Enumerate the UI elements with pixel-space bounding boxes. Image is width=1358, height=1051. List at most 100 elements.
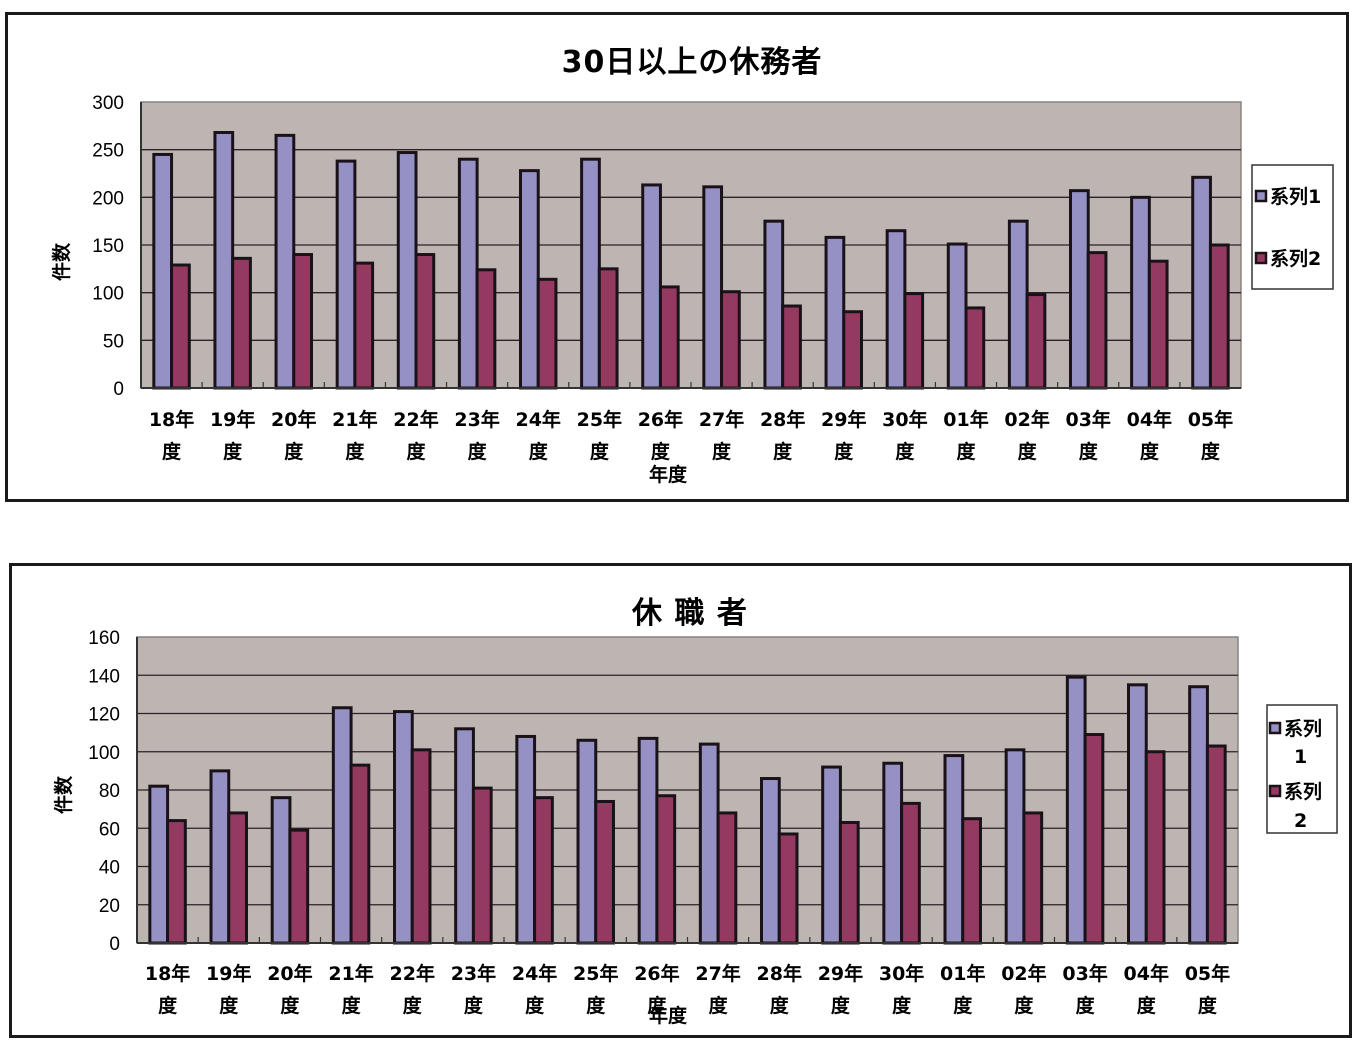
y-axis-label: 件数 (50, 242, 73, 281)
legend: 系列1 系列2 (1251, 164, 1334, 290)
bar-series2 (655, 794, 677, 945)
y-tick-label: 0 (113, 379, 124, 400)
legend-label-series1: 系列 (1284, 718, 1322, 740)
bar-series2 (777, 832, 799, 945)
bar-series2 (166, 819, 187, 945)
x-tick-label: 05年 (1185, 962, 1230, 985)
bar-series1 (946, 242, 968, 390)
bar-series1 (209, 769, 231, 945)
x-tick-label-suffix: 度 (1076, 994, 1096, 1017)
bar-series1 (824, 235, 846, 390)
bar-series2 (1083, 733, 1105, 945)
x-tick-label-suffix: 度 (1201, 440, 1221, 463)
bar-series1 (1065, 675, 1087, 945)
x-tick-label: 26年 (638, 408, 683, 431)
x-tick-label-suffix: 度 (1018, 440, 1038, 463)
x-axis-label: 年度 (649, 1004, 688, 1027)
legend-label-series2: 系列2 (1270, 248, 1321, 270)
bar-series1 (1191, 175, 1212, 390)
bar-series1 (1188, 685, 1209, 945)
bar-series1 (213, 131, 235, 390)
x-tick-label: 28年 (757, 962, 802, 985)
chart-title: 休 職 者 (631, 596, 748, 631)
y-tick-label: 100 (88, 743, 120, 764)
x-tick-label-suffix: 度 (162, 440, 182, 463)
legend-label-series2-suffix: 2 (1294, 810, 1307, 832)
x-tick-label: 30年 (879, 962, 924, 985)
bar-series2 (471, 786, 493, 945)
y-tick-label: 200 (92, 188, 124, 209)
y-tick-label: 0 (109, 934, 120, 955)
x-tick-label: 26年 (634, 962, 679, 985)
bar-series1 (148, 784, 170, 945)
bar-series1 (702, 185, 724, 390)
bar-series2 (1144, 750, 1166, 945)
x-tick-label-suffix: 度 (953, 994, 973, 1017)
x-tick-label: 29年 (821, 408, 866, 431)
legend-swatch-series2-icon (1254, 251, 1268, 265)
x-tick-label-suffix: 度 (468, 440, 488, 463)
x-tick-label-suffix: 度 (284, 440, 304, 463)
legend-swatch-series2-icon (1268, 784, 1282, 798)
x-tick-label-suffix: 度 (1079, 440, 1099, 463)
bar-series2 (231, 256, 252, 390)
bar-series2 (1205, 744, 1227, 945)
x-tick-label-suffix: 度 (1014, 994, 1034, 1017)
x-tick-label: 18年 (145, 962, 190, 985)
bar-series1 (698, 742, 720, 945)
bar-series1 (270, 796, 292, 945)
x-tick-label: 04年 (1124, 962, 1169, 985)
x-tick-label: 28年 (760, 408, 805, 431)
bar-series2 (475, 268, 497, 390)
x-tick-label: 18年 (149, 408, 194, 431)
bar-series1 (1004, 748, 1026, 945)
bar-series1 (580, 157, 601, 390)
bar-series1 (576, 738, 598, 945)
x-axis-label: 年度 (649, 463, 688, 486)
x-tick-label-suffix: 度 (651, 440, 671, 463)
x-tick-label: 25年 (573, 962, 618, 985)
bar-series1 (152, 152, 174, 390)
y-tick-label: 60 (99, 819, 120, 840)
x-tick-label-suffix: 度 (892, 994, 912, 1017)
bar-series2 (1147, 259, 1169, 390)
bar-series2 (227, 811, 248, 945)
y-tick-label: 50 (103, 331, 124, 352)
x-tick-label-suffix: 度 (1137, 994, 1157, 1017)
bar-series2 (1025, 293, 1047, 390)
x-tick-label: 03年 (1062, 962, 1107, 985)
bar-series2 (658, 285, 680, 390)
bar-series2 (288, 828, 310, 945)
x-tick-label: 29年 (818, 962, 863, 985)
x-tick-label-suffix: 度 (895, 440, 915, 463)
bar-series1 (396, 151, 418, 390)
x-tick-label-suffix: 度 (831, 994, 851, 1017)
bar-series2 (781, 304, 802, 390)
bar-series1 (1127, 683, 1148, 945)
x-tick-label: 23年 (451, 962, 496, 985)
x-tick-label: 30年 (882, 408, 927, 431)
x-tick-label-suffix: 度 (219, 994, 239, 1017)
x-tick-label: 20年 (271, 408, 316, 431)
x-tick-label-suffix: 度 (712, 440, 732, 463)
x-tick-label: 24年 (512, 962, 557, 985)
x-tick-label: 25年 (577, 408, 622, 431)
x-tick-label-suffix: 度 (464, 994, 484, 1017)
bar-series1 (335, 159, 357, 390)
x-tick-label-suffix: 度 (770, 994, 790, 1017)
bar-series1 (1069, 189, 1090, 390)
x-tick-label-suffix: 度 (834, 440, 854, 463)
x-tick-label-suffix: 度 (956, 440, 976, 463)
bar-series1 (760, 777, 781, 945)
chart-title: 30日以上の休務者 (562, 45, 823, 80)
bar-series1 (457, 157, 479, 390)
bar-series2 (1208, 243, 1230, 390)
x-tick-label-suffix: 度 (647, 994, 667, 1017)
bar-series2 (533, 796, 554, 945)
bar-series2 (170, 263, 191, 390)
legend-label-series1: 系列1 (1270, 186, 1321, 208)
